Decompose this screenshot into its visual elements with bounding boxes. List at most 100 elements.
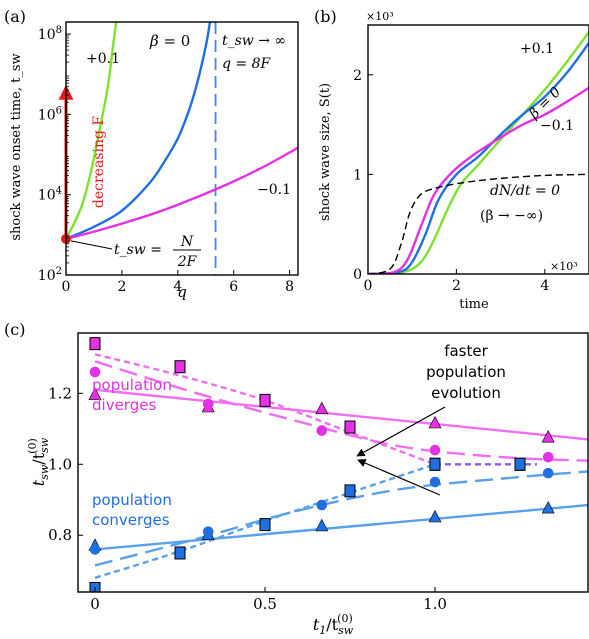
panel-c-marker-triangle <box>541 500 555 514</box>
label-b-magenta: −0.1 <box>540 118 574 134</box>
panel-c-marker-triangle <box>541 430 555 443</box>
xlabel-c-main: t <box>313 615 320 634</box>
panel-c-ytick-label: 0.8 <box>48 526 72 544</box>
panel-c-marker-square <box>344 484 356 498</box>
panel-b-yscale: ×10³ <box>366 10 394 23</box>
panel-c-marker-square <box>514 457 526 471</box>
panel-c-marker-circle <box>316 499 328 511</box>
ylabel-c-sub: sw <box>38 464 51 480</box>
panel-a-series-group <box>66 22 298 275</box>
panel-c-marker-circle <box>202 526 214 537</box>
panel-c-fit-lightblue-longdash <box>94 470 588 567</box>
panel-c-xtick-label: 1.0 <box>423 595 447 613</box>
panel-c-fit-lightblue-solid <box>94 503 588 551</box>
panel-c-marker-circle <box>316 425 328 436</box>
label-c-diverges2: diverges <box>92 396 156 414</box>
panel-c-label: (c) <box>4 320 25 339</box>
panel-c-marker-triangle <box>428 415 442 429</box>
panel-b-series-group <box>368 31 589 274</box>
label-c-converges1: population <box>92 491 172 509</box>
panel-a-ytick-label: 102 <box>38 266 62 284</box>
panel-c-frame <box>77 332 589 593</box>
label-a-asym2: q = 8F <box>222 56 272 72</box>
label-c-faster3: evolution <box>431 384 501 402</box>
panel-b-ticks: 0 2 4 0 1 2 <box>353 68 549 294</box>
panel-c-fit-pink-longdash <box>94 360 588 462</box>
faster-arrow-upper <box>356 406 446 457</box>
panel-a: (a) shock wave onset time, t_sw 0 2 4 6 8 102… <box>4 7 299 301</box>
panel-c-marker-circle <box>89 544 101 555</box>
panel-c-marker-circle <box>429 444 441 456</box>
panel-c-xtick-label: 0.5 <box>253 595 277 613</box>
panel-b-xtick-label: 4 <box>540 278 549 294</box>
label-b-black1: dN/dt = 0 <box>490 183 560 199</box>
panel-b-xlabel: time <box>459 297 489 312</box>
label-c-faster1: faster <box>444 342 488 360</box>
panel-b: (b) shock wave size, S(t) ×10³ ×10³ 0 2 40… <box>314 7 589 312</box>
panel-b-frame <box>367 24 589 275</box>
label-a-point-num: N <box>180 234 194 250</box>
panel-b-xtick-label: 2 <box>452 278 461 294</box>
panel-c-marker-square <box>344 420 356 434</box>
panel-c-marker-square <box>259 393 271 407</box>
panel-b-ylabel: shock wave size, S(t) <box>318 83 333 221</box>
panel-a-label: (a) <box>4 7 26 26</box>
label-c-converges2: converges <box>92 511 170 529</box>
panel-b-xtick-label: 0 <box>364 278 373 294</box>
panel-c-series-group <box>88 337 588 592</box>
panel-a-xtick-label: 4 <box>173 279 182 295</box>
panel-a-ytick-label: 106 <box>38 105 62 123</box>
label-a-blue-prefix: β = <box>149 32 181 50</box>
panel-a-series-green <box>66 22 118 240</box>
panel-c-marker-triangle <box>428 509 442 523</box>
panel-a-series-magenta <box>66 146 298 241</box>
panel-c-ytick-label: 1.2 <box>48 384 72 402</box>
svg-text:tsw/tsw(0): tsw/tsw(0) <box>26 437 51 486</box>
label-c-diverges1: population <box>92 376 172 394</box>
xlabel-c-sup2: (0) <box>337 612 353 625</box>
label-a-blue: β = 0 <box>149 32 190 50</box>
ylabel-c-sup2: (0) <box>26 438 39 454</box>
panel-a-xtick-label: 8 <box>285 279 294 295</box>
panel-b-series-magenta <box>368 86 589 274</box>
panel-c-marker-triangle <box>88 387 102 400</box>
panel-c-marker-circle <box>429 476 441 488</box>
panel-a-ytick-label: 104 <box>38 186 62 204</box>
label-a-blue-val: 0 <box>181 32 191 50</box>
label-a-point-den: 2F <box>177 254 198 270</box>
label-a-arrow: decreasing F <box>91 116 107 209</box>
panel-c-marker-square <box>429 457 441 471</box>
ylabel-c-main: t <box>29 479 48 486</box>
panel-b-label: (b) <box>314 7 337 26</box>
panel-c-marker-triangle <box>315 401 329 415</box>
panel-b-ytick-label: 1 <box>353 167 362 183</box>
panel-c-ticks: 0 0.5 1.0 0.8 1.0 1.2 <box>48 384 447 613</box>
panel-b-ytick-label: 2 <box>353 68 362 84</box>
label-a-green: +0.1 <box>86 51 120 67</box>
panel-a-series-blue <box>66 22 212 240</box>
panel-c-xtick-label: 0 <box>90 595 100 613</box>
panel-c-ytick-label: 1.0 <box>48 455 72 473</box>
panel-b-ytick-label: 0 <box>353 267 362 283</box>
panel-c-plot-area <box>88 337 588 592</box>
svg-text:t1/tsw(0): t1/tsw(0) <box>313 612 354 637</box>
panel-c-marker-circle <box>542 467 554 479</box>
panel-b-series-green <box>368 31 589 274</box>
label-b-black2: (β → −∞) <box>480 208 543 224</box>
ylabel-c-slash: /t <box>29 452 48 464</box>
label-b-green: +0.1 <box>520 41 554 57</box>
onset-point-leader <box>70 240 113 250</box>
panel-c: (c) 0 0.5 1.00.81.01.2 tsw/tsw(0) t1/tsw(0… <box>4 320 589 637</box>
label-a-magenta: −0.1 <box>257 182 291 198</box>
ylabel-c-sub2: sw <box>38 437 51 453</box>
panel-c-marker-square <box>174 360 186 374</box>
panel-a-xtick-label: 2 <box>117 279 126 295</box>
panel-b-xscale: ×10³ <box>550 260 578 273</box>
panel-a-xtick-label: 6 <box>229 279 238 295</box>
panel-c-marker-square <box>259 518 271 532</box>
panel-c-marker-square <box>89 337 101 351</box>
panel-b-series-black <box>368 173 589 274</box>
label-a-point-lhs: t_sw = <box>114 242 162 258</box>
panel-a-ytick-label: 108 <box>38 25 62 43</box>
